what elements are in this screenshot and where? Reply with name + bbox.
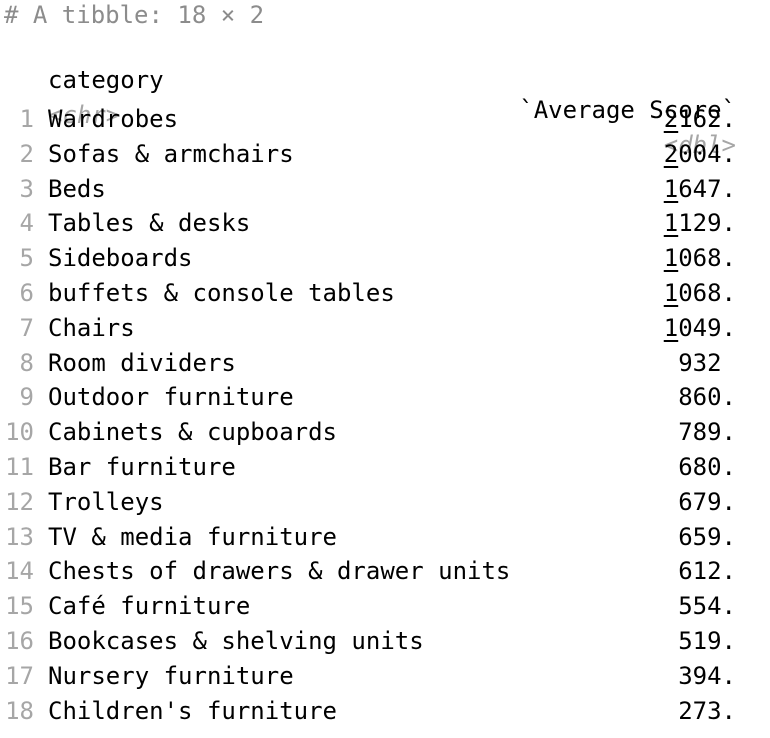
thousands-digit-marker: 1: [663, 244, 679, 273]
row-category: Outdoor furniture: [48, 383, 294, 412]
row-category: Café furniture: [48, 592, 251, 621]
thousands-digit-marker: 2: [663, 139, 679, 168]
row-average-score: 680.: [678, 453, 736, 481]
row-category: Trolleys: [48, 487, 164, 516]
table-row: 14 Chests of drawers & drawer units 612.: [0, 556, 770, 586]
column-type-row: <chr> <dbl>: [0, 70, 770, 159]
row-category: Bar furniture: [48, 453, 236, 481]
table-row: 13 TV & media furniture 659.: [0, 522, 770, 552]
table-row: 16 Bookcases & shelving units 519.: [0, 626, 770, 656]
table-row: 2 Sofas & armchairs 2004.: [0, 139, 770, 169]
row-category: Sofas & armchairs: [48, 139, 294, 168]
row-average-score: 273.: [678, 696, 736, 725]
row-average-score: 1068.: [663, 279, 736, 307]
row-index: 15: [5, 592, 34, 621]
column-header-average-score: `Average Score`: [519, 96, 736, 124]
row-category: Beds: [48, 174, 106, 203]
table-row: 1 Wardrobes 2162.: [0, 104, 770, 134]
table-row: 7 Chairs 1049.: [0, 313, 770, 343]
row-average-score: 554.: [678, 592, 736, 621]
row-index: 16: [5, 627, 34, 655]
row-index: 13: [5, 522, 34, 551]
row-average-score: 679.: [678, 487, 736, 516]
row-category: Bookcases & shelving units: [48, 627, 424, 655]
column-header-row: category `Average Score`: [0, 35, 770, 124]
thousands-digit-marker: 1: [663, 279, 679, 307]
row-index: 3: [19, 174, 34, 203]
table-row: 17 Nursery furniture 394.: [0, 661, 770, 691]
row-index: 18: [5, 696, 34, 725]
row-category: Chairs: [48, 313, 135, 342]
table-row: 10 Cabinets & cupboards 789.: [0, 417, 770, 447]
row-category: Chests of drawers & drawer units: [48, 557, 511, 586]
table-row: 5 Sideboards 1068.: [0, 243, 770, 273]
column-type-category: <chr>: [48, 101, 121, 129]
table-row: 12 Trolleys 679.: [0, 487, 770, 517]
thousands-digit-marker: 2: [663, 105, 679, 133]
row-average-score: 789.: [678, 418, 736, 447]
thousands-digit-marker: 1: [663, 313, 679, 342]
row-average-score: 1129.: [663, 209, 736, 238]
column-header-category: category: [48, 66, 164, 94]
row-index: 5: [19, 244, 34, 273]
row-average-score: 2162.: [663, 105, 736, 133]
tibble-header: # A tibble: 18 × 2: [4, 1, 265, 29]
row-index: 8: [19, 348, 34, 377]
row-category: Tables & desks: [48, 209, 251, 238]
column-type-average-score: <dbl>: [663, 131, 736, 159]
row-category: Room dividers: [48, 348, 236, 377]
row-average-score: 1647.: [663, 174, 736, 203]
row-index: 2: [19, 139, 34, 168]
table-row: 3 Beds 1647.: [0, 174, 770, 204]
thousands-digit-marker: 1: [663, 209, 679, 238]
row-category: buffets & console tables: [48, 279, 395, 307]
row-index: 10: [5, 418, 34, 447]
row-index: 11: [5, 453, 34, 481]
row-index: 1: [19, 105, 34, 133]
row-category: Nursery furniture: [48, 661, 294, 690]
row-average-score: 1068.: [663, 244, 736, 273]
row-category: Wardrobes: [48, 105, 179, 133]
row-index: 9: [19, 383, 34, 412]
table-row: 4 Tables & desks 1129.: [0, 208, 770, 238]
row-index: 4: [19, 209, 34, 238]
row-average-score: 659.: [678, 522, 736, 551]
row-index: 12: [5, 487, 34, 516]
table-row: 9 Outdoor furniture 860.: [0, 382, 770, 412]
row-index: 17: [5, 661, 34, 690]
row-category: Children's furniture: [48, 696, 337, 725]
row-category: Cabinets & cupboards: [48, 418, 337, 447]
row-index: 14: [5, 557, 34, 586]
table-row: 18 Children's furniture 273.: [0, 696, 770, 726]
table-row: 6 buffets & console tables 1068.: [0, 278, 770, 308]
row-category: Sideboards: [48, 244, 193, 273]
table-row: 15 Café furniture 554.: [0, 591, 770, 621]
row-category: TV & media furniture: [48, 522, 337, 551]
row-average-score: 860.: [678, 383, 736, 412]
table-row: 11 Bar furniture 680.: [0, 452, 770, 482]
row-index: 6: [19, 279, 34, 307]
row-index: 7: [19, 313, 34, 342]
row-average-score: 1049.: [663, 313, 736, 342]
row-average-score: 394.: [678, 661, 736, 690]
row-average-score: 519.: [678, 627, 736, 655]
row-average-score: 612.: [678, 557, 736, 586]
table-row: 8 Room dividers 932: [0, 348, 770, 378]
row-average-score: 932: [678, 348, 736, 377]
row-average-score: 2004.: [663, 139, 736, 168]
thousands-digit-marker: 1: [663, 174, 679, 203]
